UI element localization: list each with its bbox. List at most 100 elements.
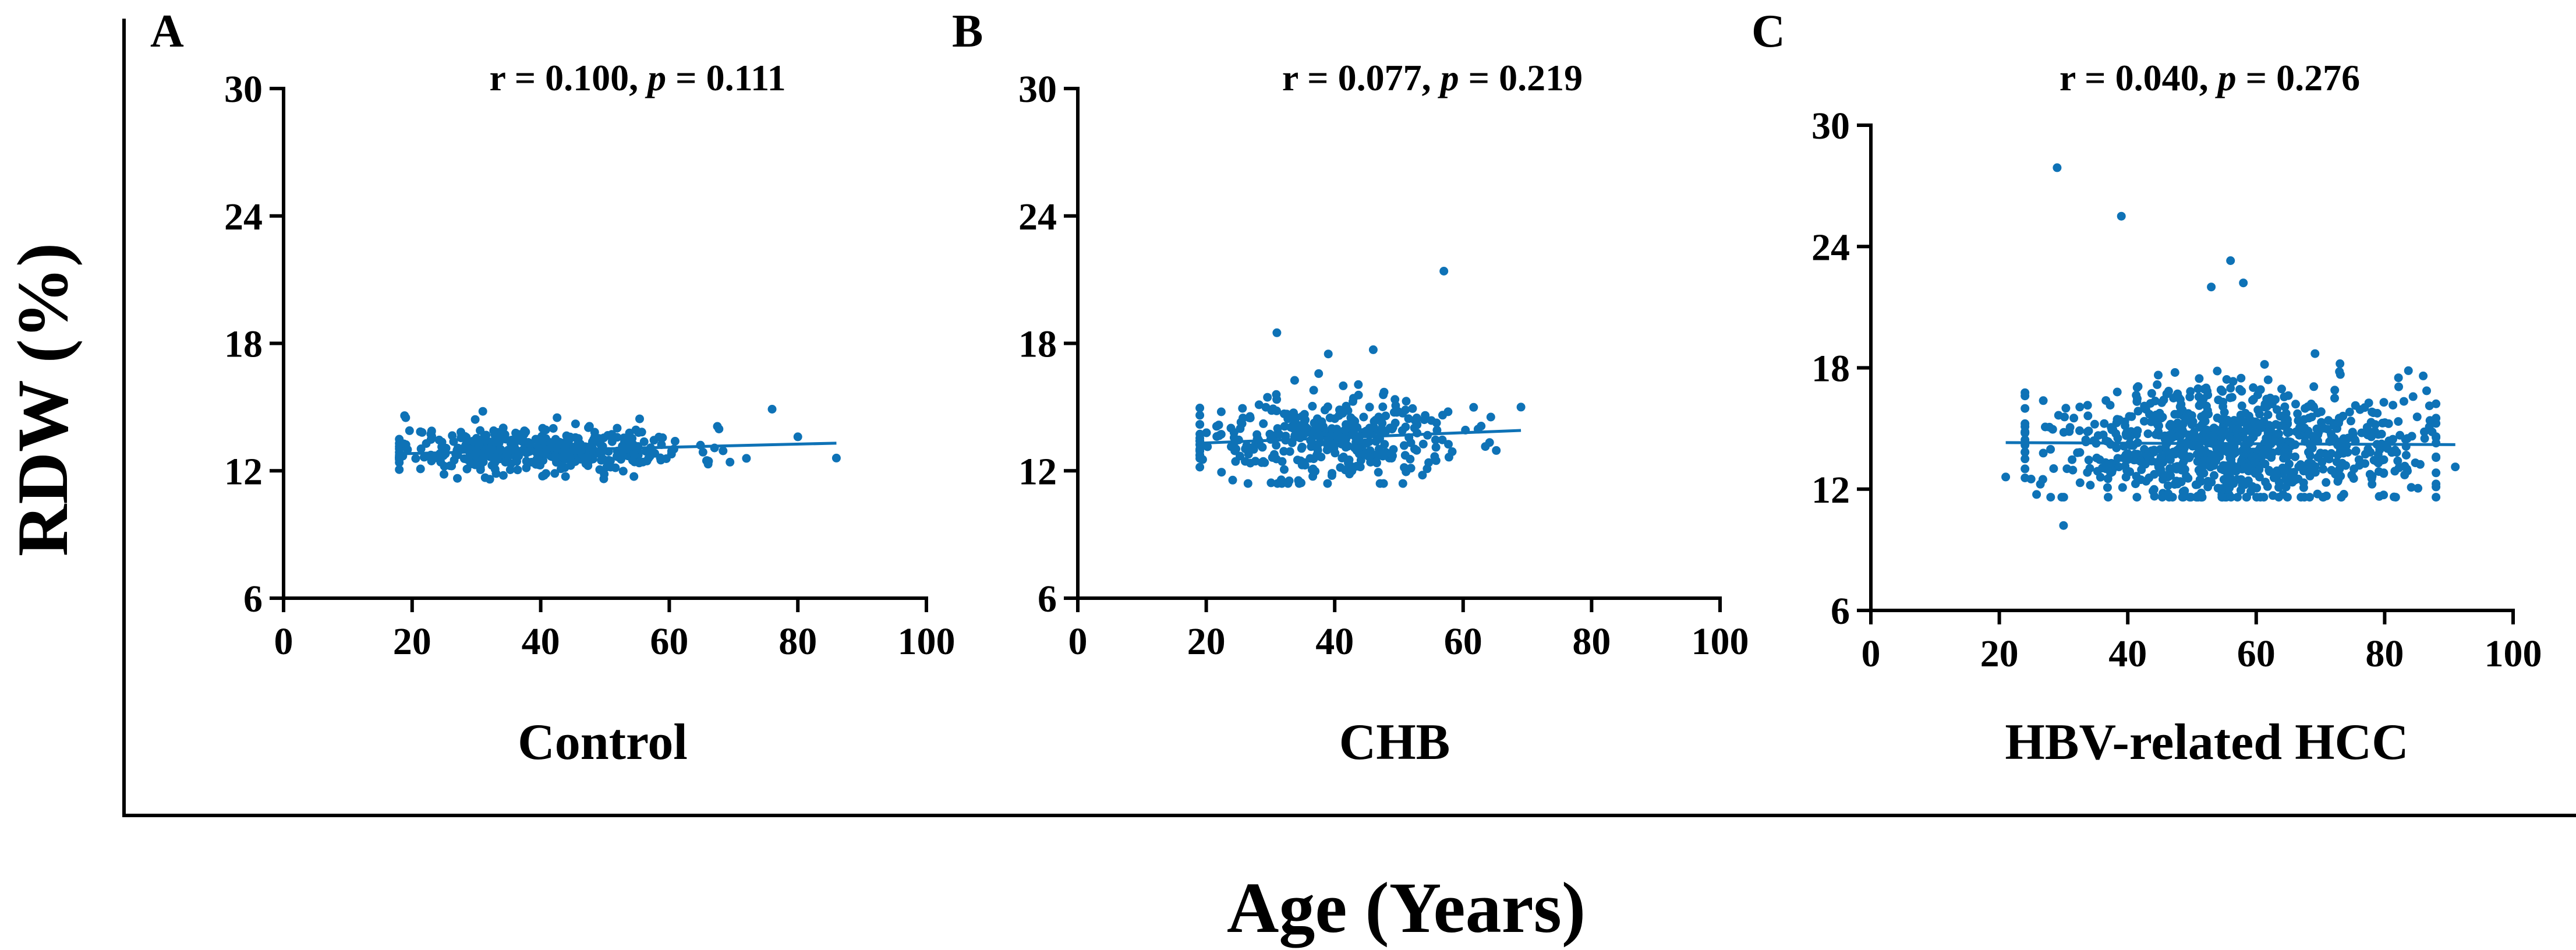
data-point bbox=[1297, 444, 1306, 453]
data-point bbox=[2313, 430, 2323, 439]
data-point bbox=[635, 458, 644, 468]
data-point bbox=[1516, 402, 1526, 412]
data-point bbox=[2150, 469, 2159, 479]
fit-line bbox=[399, 442, 837, 455]
data-point bbox=[2226, 256, 2235, 265]
data-point bbox=[1244, 450, 1253, 459]
data-point bbox=[2249, 417, 2259, 426]
data-point bbox=[2255, 465, 2264, 474]
data-point bbox=[2259, 493, 2269, 502]
data-point bbox=[2419, 371, 2428, 380]
data-point bbox=[2120, 417, 2129, 426]
data-point bbox=[1379, 390, 1388, 400]
data-point bbox=[2083, 427, 2092, 436]
data-point bbox=[2195, 423, 2204, 432]
data-point bbox=[2432, 399, 2441, 408]
data-point bbox=[2349, 464, 2359, 474]
data-point bbox=[2291, 452, 2300, 461]
data-point bbox=[1272, 440, 1281, 450]
data-point bbox=[2322, 478, 2331, 487]
data-point bbox=[654, 432, 664, 442]
data-point bbox=[714, 425, 724, 433]
data-point bbox=[613, 433, 622, 442]
data-point bbox=[2401, 451, 2411, 460]
data-point bbox=[1401, 405, 1410, 415]
data-point bbox=[2383, 444, 2392, 453]
data-point bbox=[1229, 428, 1239, 437]
data-point bbox=[1404, 414, 1413, 423]
data-point bbox=[1294, 479, 1304, 488]
data-point bbox=[1354, 380, 1363, 389]
data-point bbox=[1245, 412, 1255, 421]
data-point bbox=[476, 426, 485, 435]
data-point bbox=[2168, 493, 2177, 502]
data-point bbox=[1427, 416, 1436, 425]
data-point bbox=[2021, 404, 2030, 413]
data-point bbox=[2277, 384, 2286, 394]
data-point bbox=[2178, 425, 2187, 435]
data-point bbox=[2260, 460, 2270, 469]
data-point bbox=[2333, 468, 2342, 477]
data-point bbox=[395, 454, 404, 464]
y-tick-label: 12 bbox=[1811, 469, 1850, 511]
data-point bbox=[448, 431, 457, 440]
data-point bbox=[2289, 468, 2298, 477]
data-point bbox=[2186, 493, 2195, 502]
data-point bbox=[2090, 419, 2099, 429]
data-point bbox=[2280, 402, 2290, 411]
data-point bbox=[629, 472, 639, 481]
data-point bbox=[1268, 404, 1278, 414]
data-point bbox=[1336, 463, 1345, 472]
data-point bbox=[2228, 461, 2238, 471]
data-point bbox=[453, 474, 462, 483]
data-point bbox=[2132, 493, 2142, 502]
data-point bbox=[2373, 409, 2382, 418]
data-point bbox=[1314, 369, 1324, 378]
data-point bbox=[628, 434, 637, 443]
data-point bbox=[2233, 493, 2242, 502]
data-point bbox=[1439, 267, 1449, 276]
data-point bbox=[478, 407, 487, 416]
data-point bbox=[416, 427, 425, 436]
data-point bbox=[1399, 441, 1409, 450]
data-point bbox=[2099, 430, 2108, 440]
data-point bbox=[1244, 443, 1253, 453]
data-point bbox=[2263, 482, 2272, 491]
data-point bbox=[606, 462, 615, 472]
data-point bbox=[2061, 404, 2071, 413]
data-point bbox=[2260, 360, 2269, 369]
data-point bbox=[2232, 425, 2242, 435]
data-point bbox=[2122, 466, 2132, 475]
y-tick-label: 12 bbox=[1018, 450, 1057, 493]
data-point bbox=[419, 453, 429, 462]
data-point bbox=[573, 440, 582, 449]
data-point bbox=[2165, 455, 2175, 464]
data-point bbox=[2281, 482, 2291, 492]
data-point bbox=[2160, 435, 2170, 444]
data-point bbox=[2213, 483, 2223, 493]
data-point bbox=[1312, 451, 1322, 460]
data-point bbox=[2133, 407, 2143, 416]
data-point bbox=[2149, 485, 2159, 494]
y-tick-label: 24 bbox=[224, 196, 263, 238]
data-point bbox=[599, 455, 608, 464]
data-point bbox=[2210, 471, 2218, 480]
data-point bbox=[2330, 394, 2339, 403]
data-point bbox=[2237, 456, 2246, 465]
data-point bbox=[470, 415, 480, 424]
data-point bbox=[1492, 446, 1501, 455]
correlation-stat: r = 0.077, p = 0.219 bbox=[1282, 57, 1583, 98]
data-point bbox=[2346, 416, 2355, 426]
data-point bbox=[2153, 380, 2162, 389]
data-point bbox=[2178, 493, 2187, 502]
data-point bbox=[2375, 445, 2384, 454]
data-point bbox=[2177, 477, 2186, 486]
data-point bbox=[2218, 397, 2228, 407]
data-point bbox=[2054, 411, 2063, 420]
data-point bbox=[2059, 521, 2068, 530]
data-point bbox=[2133, 394, 2142, 403]
data-point bbox=[2338, 448, 2348, 458]
data-point bbox=[2158, 493, 2167, 502]
data-point bbox=[549, 424, 558, 433]
data-point bbox=[2059, 428, 2068, 437]
